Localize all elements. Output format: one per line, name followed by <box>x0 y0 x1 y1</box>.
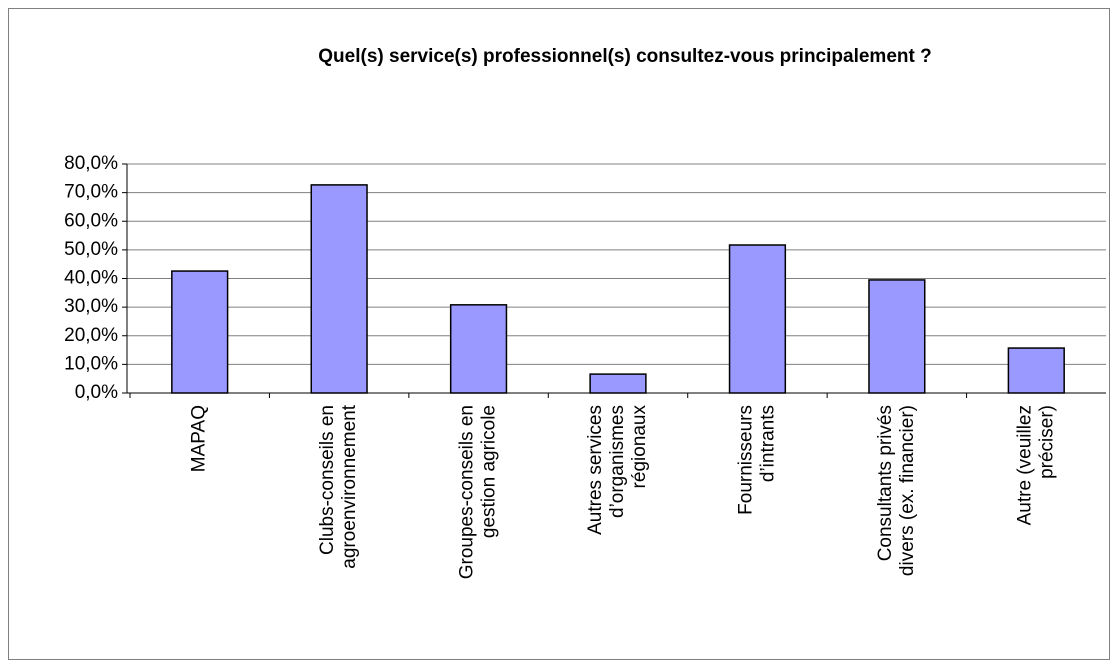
bar <box>1007 347 1065 394</box>
bar <box>728 244 787 394</box>
x-tick-label-line: Autre (veuillez <box>1014 405 1035 525</box>
y-tick-label: 50,0% <box>64 239 118 260</box>
x-tick-label: Autre (veuillezpréciser) <box>1014 405 1057 525</box>
x-tick-label: Fournisseursd’intrants <box>735 405 778 515</box>
x-tick-label-line: agroenvironnement <box>339 404 360 568</box>
x-tick-label-line: régionaux <box>629 405 650 489</box>
x-tick-label-line: d’organismes <box>607 405 628 518</box>
bar <box>171 270 229 394</box>
x-tick-label: Autres servicesd’organismesrégionaux <box>585 405 650 535</box>
bar <box>310 184 368 394</box>
bar <box>868 279 926 394</box>
bar <box>449 304 508 394</box>
x-tick-label: MAPAQ <box>189 405 210 472</box>
y-tick-label: 70,0% <box>64 182 118 203</box>
x-tick-label-line: divers (ex. financier) <box>897 405 918 576</box>
x-tick-label-line: Groupes-conseils en <box>457 405 478 579</box>
chart-title: Quel(s) service(s) professionnel(s) cons… <box>318 46 931 67</box>
y-tick-label: 60,0% <box>64 210 118 231</box>
x-tick-label: Clubs-conseils enagroenvironnement <box>317 404 360 568</box>
x-tick-label-line: MAPAQ <box>189 405 210 472</box>
x-tick-label-line: Autres services <box>585 405 606 535</box>
y-tick-label: 80,0% <box>64 153 118 174</box>
x-tick-label-line: gestion agricole <box>479 405 500 538</box>
x-tick-label-line: Fournisseurs <box>735 405 756 515</box>
x-tick-label: Consultants privésdivers (ex. financier) <box>875 405 918 576</box>
x-tick-label-line: d’intrants <box>757 405 778 482</box>
x-tick-label-line: Clubs-conseils en <box>317 405 338 555</box>
x-tick-label-line: Consultants privés <box>875 405 896 561</box>
y-tick-label: 40,0% <box>64 268 118 289</box>
y-tick-label: 30,0% <box>64 296 118 317</box>
x-tick-label-line: préciser) <box>1036 405 1057 479</box>
y-tick-label: 10,0% <box>64 353 118 374</box>
y-tick-label: 20,0% <box>64 325 118 346</box>
y-tick-label: 0,0% <box>75 382 118 403</box>
bar <box>589 373 647 394</box>
x-tick-label: Groupes-conseils engestion agricole <box>457 405 500 579</box>
